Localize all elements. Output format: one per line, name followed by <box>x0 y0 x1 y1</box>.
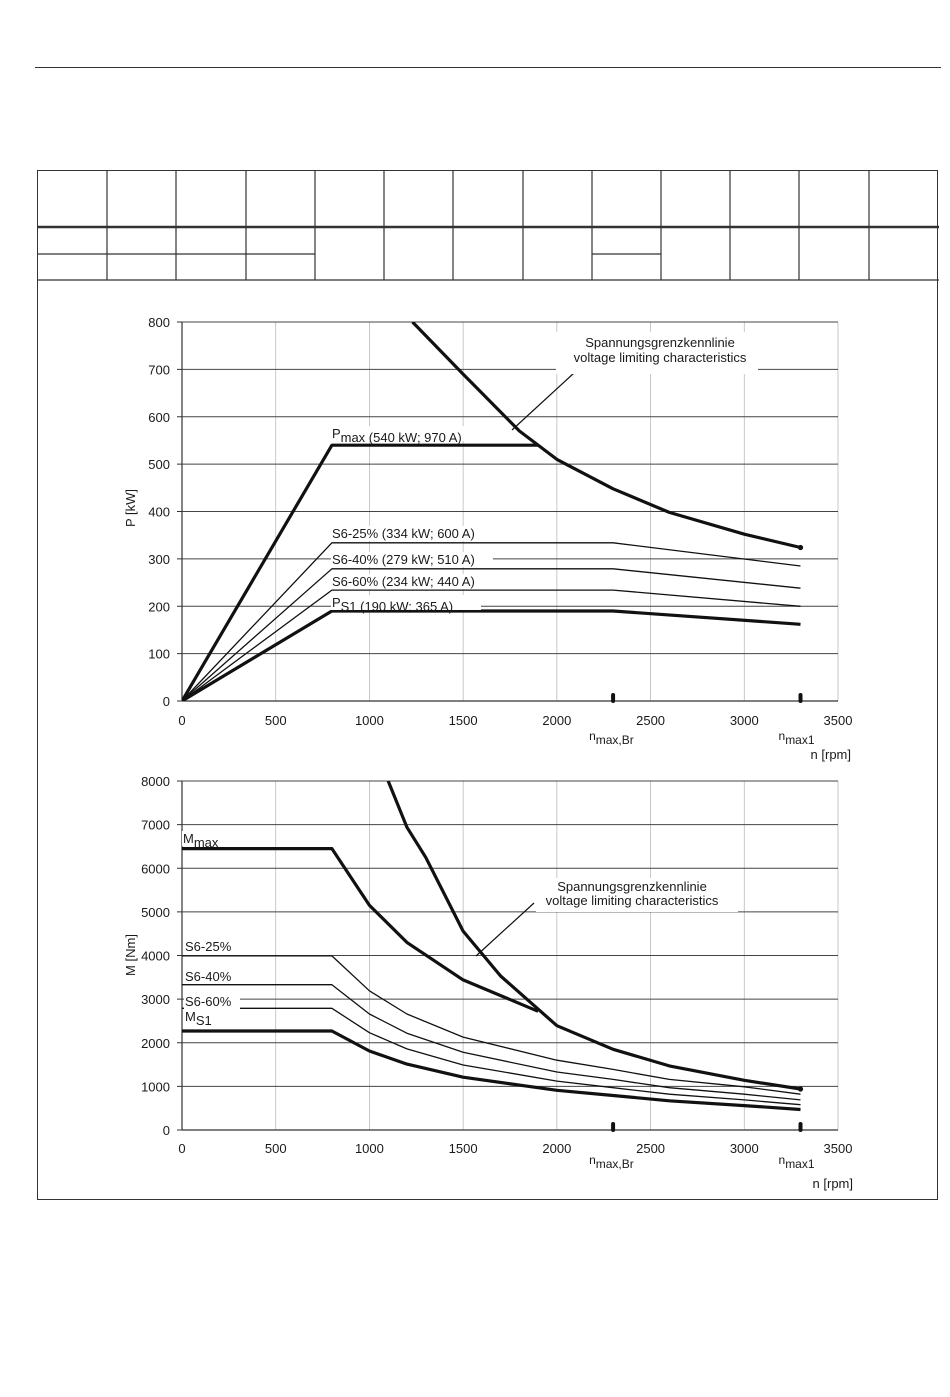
series-line-4 <box>182 1029 801 1112</box>
y-tick-label: 6000 <box>141 861 170 876</box>
y-tick-label: 0 <box>163 1123 170 1138</box>
x-tick-label: 3000 <box>730 713 759 728</box>
series-label: S6-40% <box>185 969 232 984</box>
y-tick-label: 300 <box>148 552 170 567</box>
series-label: S6-25% <box>185 939 232 954</box>
series-label-bg <box>182 831 222 846</box>
series-label: Pmax (540 kW; 970 A) <box>332 426 462 445</box>
annotation-leader <box>511 372 575 431</box>
y-tick-label: 100 <box>148 647 170 662</box>
series-label: S6-40% (279 kW; 510 A) <box>332 552 475 567</box>
y-tick-label: 3000 <box>141 992 170 1007</box>
y-tick-label: 1000 <box>141 1079 170 1094</box>
annotation-line-1: Spannungsgrenzkennlinie <box>585 335 735 350</box>
series-label-bg <box>330 574 493 590</box>
series-line-4 <box>182 609 801 701</box>
x-tick-label: 0 <box>178 713 185 728</box>
y-tick-label: 2000 <box>141 1036 170 1051</box>
y-axis-label: M [Nm] <box>123 934 138 976</box>
series-line-3 <box>182 589 801 701</box>
speed-marker-label: nmax,Br <box>589 1153 634 1171</box>
x-tick-label: 3500 <box>824 1141 853 1156</box>
speed-marker-label: nmax1 <box>779 1153 815 1171</box>
chart-torque: 0 500 1000 1500 2000 2500 3000 3500 0 1000 2000 300… <box>123 774 853 1191</box>
series-line-3 <box>182 1007 801 1106</box>
x-tick-label: 500 <box>265 1141 287 1156</box>
series-end-dot <box>797 544 804 551</box>
series-line-1 <box>182 955 801 1095</box>
chart-frame <box>37 170 939 1200</box>
y-tick-label: 200 <box>148 599 170 614</box>
y-tick-label: 500 <box>148 457 170 472</box>
series-label-bg <box>330 594 481 610</box>
x-tick-label: 1000 <box>355 1141 384 1156</box>
x-tick-label: 0 <box>178 1141 185 1156</box>
series-label: S6-60% (234 kW; 440 A) <box>332 574 475 589</box>
series-line-2 <box>182 984 801 1101</box>
y-tick-label: 400 <box>148 505 170 520</box>
x-tick-label: 3000 <box>730 1141 759 1156</box>
annotation-line-1: Spannungsgrenzkennlinie <box>557 879 707 894</box>
series-line-2 <box>182 568 801 701</box>
series-line-0 <box>182 443 539 701</box>
x-tick-label: 2000 <box>542 713 571 728</box>
x-tick-label: 1500 <box>449 713 478 728</box>
series-label: Mmax <box>183 831 219 850</box>
series-label-bg <box>184 969 240 984</box>
y-tick-label: 8000 <box>141 774 170 789</box>
x-axis-label: n [rpm] <box>811 747 851 762</box>
series-label-bg <box>330 525 493 541</box>
x-axis-label: n [rpm] <box>813 1176 853 1191</box>
y-tick-label: 4000 <box>141 949 170 964</box>
x-tick-label: 2500 <box>636 713 665 728</box>
series-line-0 <box>182 846 539 1013</box>
series-label-bg <box>184 939 240 954</box>
series-label-bg <box>184 994 240 1009</box>
speed-marker-label: nmax,Br <box>589 729 634 747</box>
annotation-line-2: voltage limiting characteristics <box>546 893 719 908</box>
y-tick-label: 800 <box>148 315 170 330</box>
x-tick-label: 3500 <box>824 713 853 728</box>
annotation-line-2: voltage limiting characteristics <box>574 350 747 365</box>
series-line-5 <box>411 322 801 550</box>
x-tick-label: 2000 <box>542 1141 571 1156</box>
y-tick-label: 0 <box>163 694 170 709</box>
x-tick-label: 2500 <box>636 1141 665 1156</box>
y-tick-label: 600 <box>148 410 170 425</box>
x-tick-label: 1000 <box>355 713 384 728</box>
series-label-bg <box>184 1009 224 1024</box>
series-label-bg <box>330 426 481 442</box>
series-label-bg <box>330 551 493 567</box>
chart-power: 0 500 1000 1500 2000 2500 3000 3500 0 100 200 300 40… <box>123 315 852 762</box>
y-tick-label: 5000 <box>141 905 170 920</box>
y-tick-label: 7000 <box>141 818 170 833</box>
annotation-bg <box>536 878 738 912</box>
annotation-leader <box>475 902 535 957</box>
series-line-1 <box>182 542 801 701</box>
top-rule <box>35 67 941 68</box>
annotation-bg <box>556 332 758 374</box>
y-axis-label: P [kW] <box>123 489 138 527</box>
x-tick-label: 500 <box>265 713 287 728</box>
empty-header-table <box>38 171 939 281</box>
series-label: PS1 (190 kW; 365 A) <box>332 595 453 614</box>
series-line-5 <box>386 781 801 1091</box>
series-label: MS1 <box>185 1009 212 1028</box>
series-label: S6-25% (334 kW; 600 A) <box>332 526 475 541</box>
y-tick-label: 700 <box>148 362 170 377</box>
speed-marker-label: nmax1 <box>779 729 815 747</box>
series-label: S6-60% <box>185 994 232 1009</box>
x-tick-label: 1500 <box>449 1141 478 1156</box>
series-end-dot <box>797 1086 804 1092</box>
